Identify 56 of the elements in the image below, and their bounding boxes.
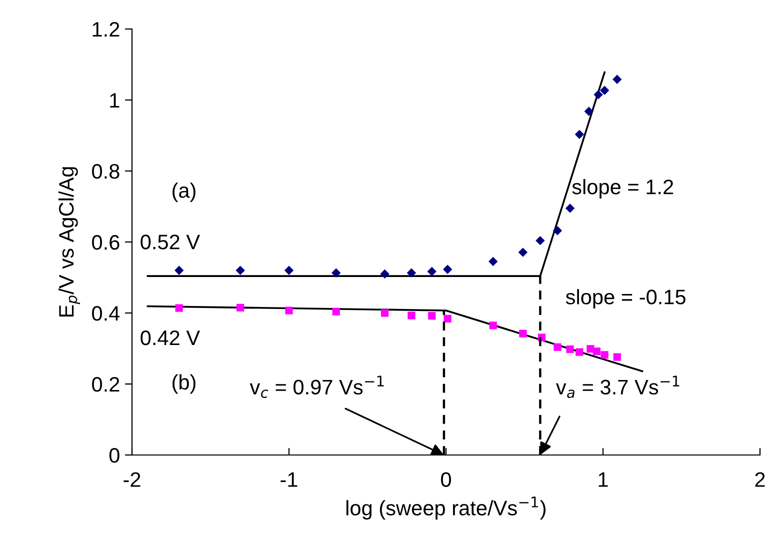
point [406,268,416,278]
point [331,268,341,278]
point [444,314,452,322]
y-tick-label: 1.2 [92,22,120,37]
point [566,345,574,354]
point [574,130,584,140]
point [600,351,608,359]
y-tick-label: 1 [110,93,120,108]
point [488,256,498,266]
x-tick-label: -1 [280,472,298,487]
annotation: (a) [172,182,196,202]
point [518,248,528,257]
point [408,312,416,320]
point [427,266,436,276]
y-tick-label: 0.8 [92,164,120,179]
point [174,266,184,276]
point [380,269,390,279]
point [613,353,621,361]
point [612,74,622,84]
point [554,343,562,351]
point [565,204,575,213]
point [442,264,452,274]
point [594,90,603,100]
y-tick-label: 0.2 [92,377,120,392]
annotation: (b) [172,374,196,394]
y-tick-label: 0 [109,448,120,463]
annotation: 0.42 V [140,330,200,346]
point [236,304,244,312]
point [576,348,584,356]
point [285,306,293,314]
annotation: slope = 1.2 [572,179,674,198]
point [489,322,497,330]
point [332,308,340,316]
point [236,266,245,276]
annotation: slope = -0.15 [566,289,686,309]
point [600,86,610,96]
x-tick-label: 2 [755,472,765,487]
point [519,330,527,338]
annotation: v$_{a}$ = 3.7 Vs$^{−1}$ [556,376,680,398]
point [380,309,389,317]
x-tick-label: 1 [598,472,608,487]
point [552,226,562,236]
y-tick-label: 0.6 [92,235,120,250]
point [592,348,601,356]
annotation: v$_{c}$ = 0.97 Vs$^{−1}$ [250,376,384,398]
y-tick-label: 0.4 [92,306,120,321]
annotation: 0.52 V [140,234,200,250]
x-axis-title: log (sweep rate/Vs$^{−1}$) [346,496,546,520]
y-axis-title: E$_{p}$/V vs AgCl/Ag [58,167,80,317]
point [284,266,294,276]
point [536,236,545,246]
x-tick-label: -2 [124,472,140,487]
point [428,312,436,320]
point [584,106,594,116]
point [175,304,183,312]
x-tick-label: 0 [441,472,451,487]
